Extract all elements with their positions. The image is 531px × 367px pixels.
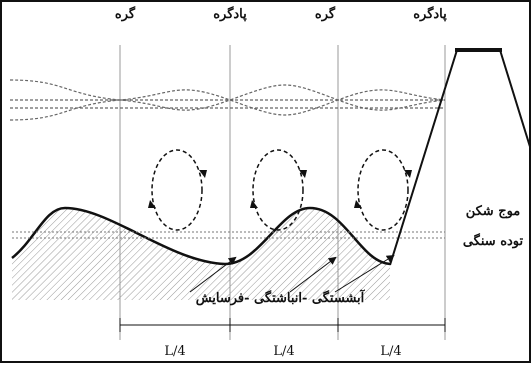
node-label: گره [315, 5, 336, 22]
vortex-arrows [148, 170, 412, 208]
standing-wave [9, 79, 446, 121]
span-label: L/4 [273, 344, 294, 359]
sea-bed [12, 208, 390, 300]
span-label: L/4 [164, 344, 185, 359]
dimension-line [119, 318, 446, 332]
breakwater-label: توده سنگی [463, 232, 524, 249]
antinode-label: پادگره [213, 5, 247, 22]
span-label: L/4 [380, 344, 401, 359]
breakwater-label: موج شکن [466, 204, 521, 219]
process-label: آبشستگی -انباشتگی -فرسایش [196, 289, 366, 306]
node-label: گره [115, 5, 136, 22]
antinode-label: پادگره [413, 5, 447, 22]
vortices [151, 149, 409, 231]
sediment-arrows [189, 254, 395, 293]
bed-profile [11, 206, 391, 266]
mean-level [12, 231, 445, 239]
